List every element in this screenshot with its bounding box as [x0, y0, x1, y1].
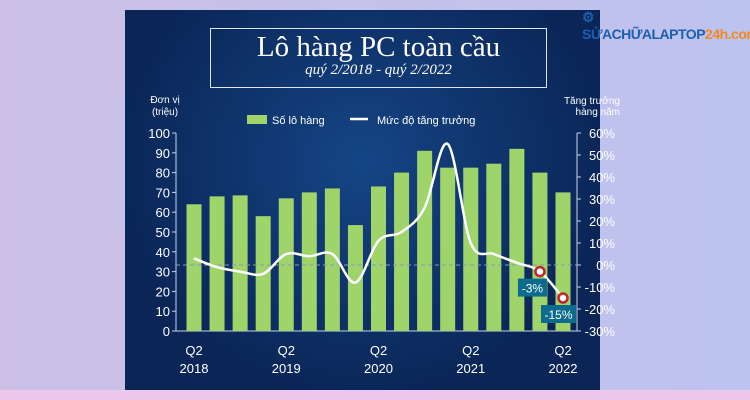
y2-axis-label: Tăng trưởng: [564, 95, 620, 107]
x-tick-label: Q2: [185, 343, 202, 358]
bar: [301, 192, 317, 331]
y-tick-label: 100: [148, 126, 170, 141]
x-tick-label: 2021: [456, 361, 485, 376]
y2-tick-label: 60%: [589, 126, 615, 141]
x-tick-label: 2020: [364, 361, 393, 376]
bar: [209, 196, 225, 331]
y2-tick-label: -20%: [585, 302, 616, 317]
annotation-marker: [534, 265, 546, 278]
bar: [417, 150, 433, 331]
bar: [278, 198, 294, 331]
y-tick-label: 0: [163, 324, 170, 339]
x-tick-label: Q2: [370, 343, 387, 358]
bottom-strip: [0, 390, 750, 400]
x-tick-label: 2019: [272, 361, 301, 376]
bar: [347, 225, 363, 331]
chart-subtitle: quý 2/2018 - quý 2/2022: [305, 62, 452, 78]
x-tick-label: Q2: [278, 343, 295, 358]
annotation-label: -3%: [522, 282, 544, 296]
y-tick-label: 60: [156, 205, 170, 220]
bar: [324, 188, 340, 331]
growth-line: [193, 142, 564, 299]
x-tick-label: Q2: [554, 343, 571, 358]
y-tick-label: 50: [156, 225, 170, 240]
bar: [440, 167, 456, 331]
y-tick-label: 10: [156, 304, 170, 319]
y-tick-label: 30: [156, 265, 170, 280]
annotation-box: [517, 278, 547, 297]
bar: [486, 163, 502, 331]
title-box: Lô hàng PC toàn cầu quý 2/2018 - quý 2/2…: [210, 28, 547, 88]
x-tick-label: 2018: [180, 361, 209, 376]
y2-tick-label: 10%: [589, 236, 615, 251]
legend-swatch-bars: [247, 115, 267, 124]
y-tick-label: 80: [156, 166, 170, 181]
annotation-box: [541, 305, 576, 323]
legend-label-bars: Số lô hàng: [272, 115, 325, 127]
y-tick-label: 70: [156, 185, 170, 200]
y2-tick-label: 0%: [596, 258, 615, 273]
y2-tick-label: 50%: [589, 148, 615, 163]
bar: [186, 204, 202, 331]
bar: [509, 148, 525, 331]
y-tick-label: 40: [156, 245, 170, 260]
legend-label-line: Mức độ tăng trưởng: [377, 115, 475, 127]
bar: [371, 186, 386, 331]
annotation-label: -15%: [544, 308, 572, 322]
x-tick-label: Q2: [462, 343, 479, 358]
bar: [394, 172, 410, 331]
y2-tick-label: -10%: [585, 280, 616, 295]
y-tick-label: 20: [156, 284, 170, 299]
y-axis-label: Đơn vị: [150, 95, 179, 106]
y2-tick-label: -30%: [585, 324, 616, 339]
y2-tick-label: 30%: [589, 192, 615, 207]
bar: [232, 195, 248, 331]
x-tick-label: 2022: [549, 361, 578, 376]
annotation-marker: [557, 292, 569, 304]
bar: [463, 167, 479, 331]
y2-tick-label: 40%: [589, 170, 615, 185]
y-axis-label: (triệu): [152, 107, 178, 118]
watermark-logo: ⚙ SỬACHỮALAPTOP24h.com: [582, 9, 750, 42]
y2-axis-label: hàng năm: [576, 107, 620, 118]
y-tick-label: 90: [156, 146, 170, 161]
y2-tick-label: 20%: [589, 214, 615, 229]
chart-title: Lô hàng PC toàn cầu: [256, 31, 501, 63]
